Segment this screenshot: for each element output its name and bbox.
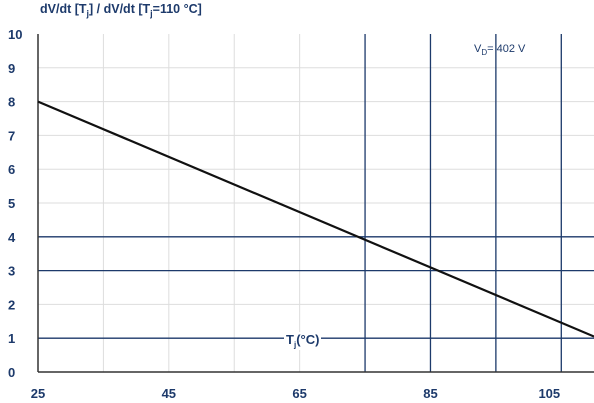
y-tick-label: 5 <box>8 196 15 211</box>
axes <box>37 34 594 373</box>
series <box>37 100 594 338</box>
y-tick-label: 3 <box>8 264 15 279</box>
x-tick-label: 25 <box>31 386 45 401</box>
y-tick-label: 9 <box>8 61 15 76</box>
x-tick-label: 45 <box>162 386 176 401</box>
y-tick-label: 10 <box>8 27 22 42</box>
series-line <box>37 100 594 338</box>
x-tick-label: 85 <box>423 386 437 401</box>
x-tick-label: 105 <box>538 386 560 401</box>
y-tick-label: 4 <box>8 230 16 245</box>
y-tick-label: 2 <box>8 297 15 312</box>
x-tick-label: 65 <box>292 386 306 401</box>
chart-title: dV/dt [Tj] / dV/dt [Tj=110 °C] <box>40 2 202 19</box>
y-tick-label: 0 <box>8 365 15 380</box>
y-tick-label: 1 <box>8 331 15 346</box>
y-tick-label: 7 <box>8 128 15 143</box>
reference-lines <box>38 34 594 372</box>
grid <box>38 34 594 372</box>
x-axis-label: Tj(°C) <box>284 332 322 350</box>
y-tick-label: 6 <box>8 162 15 177</box>
y-tick-label: 8 <box>8 95 15 110</box>
voltage-annotation: VD= 402 V <box>474 43 526 58</box>
